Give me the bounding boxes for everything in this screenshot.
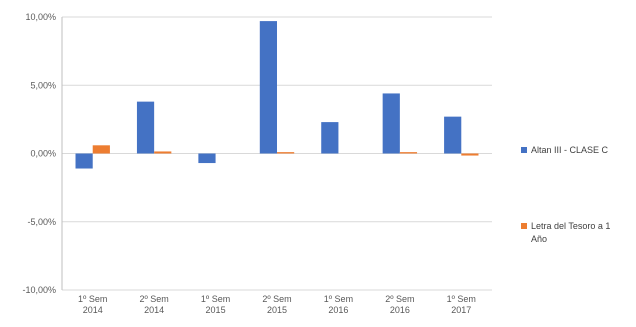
x-category-label: 2015: [206, 305, 226, 315]
legend-label: Año: [531, 234, 547, 244]
bar-series-2-1: [154, 151, 172, 154]
bar-series-2-3: [277, 152, 295, 154]
x-category-label: 1º Sem: [447, 294, 476, 304]
bar-series-1-1: [136, 101, 155, 154]
bar-series-1-6: [444, 116, 462, 154]
x-category-label: 1º Sem: [324, 294, 353, 304]
bar-series-2-0: [92, 145, 110, 154]
x-category-label: 1º Sem: [78, 294, 107, 304]
bar-series-1-0: [75, 153, 93, 169]
bar-series-2-6: [461, 153, 479, 156]
x-category-label: 2016: [328, 305, 348, 315]
x-category-label: 1º Sem: [201, 294, 230, 304]
bar-series-1-2: [198, 153, 216, 164]
x-category-label: 2015: [267, 305, 287, 315]
x-category-label: 2014: [144, 305, 164, 315]
y-tick-label: -5,00%: [27, 217, 56, 227]
y-tick-label: 5,00%: [30, 80, 56, 90]
x-category-label: 2014: [83, 305, 103, 315]
x-category-label: 2017: [451, 305, 471, 315]
bar-series-1-5: [382, 93, 400, 154]
y-tick-label: 0,00%: [30, 149, 56, 159]
bar-series-1-3: [259, 21, 277, 154]
legend-swatch: [521, 147, 527, 153]
x-category-label: 2º Sem: [385, 294, 414, 304]
legend-label: Letra del Tesoro a 1: [531, 221, 610, 231]
bar-series-2-5: [399, 152, 418, 154]
legend-swatch: [521, 223, 527, 229]
x-category-label: 2016: [390, 305, 410, 315]
bar-series-1-4: [321, 122, 339, 154]
y-tick-label: -10,00%: [22, 285, 56, 295]
x-category-label: 2º Sem: [262, 294, 291, 304]
legend-label: Altan III - CLASE C: [531, 145, 609, 155]
x-category-label: 2º Sem: [139, 294, 168, 304]
y-tick-label: 10,00%: [25, 12, 56, 22]
